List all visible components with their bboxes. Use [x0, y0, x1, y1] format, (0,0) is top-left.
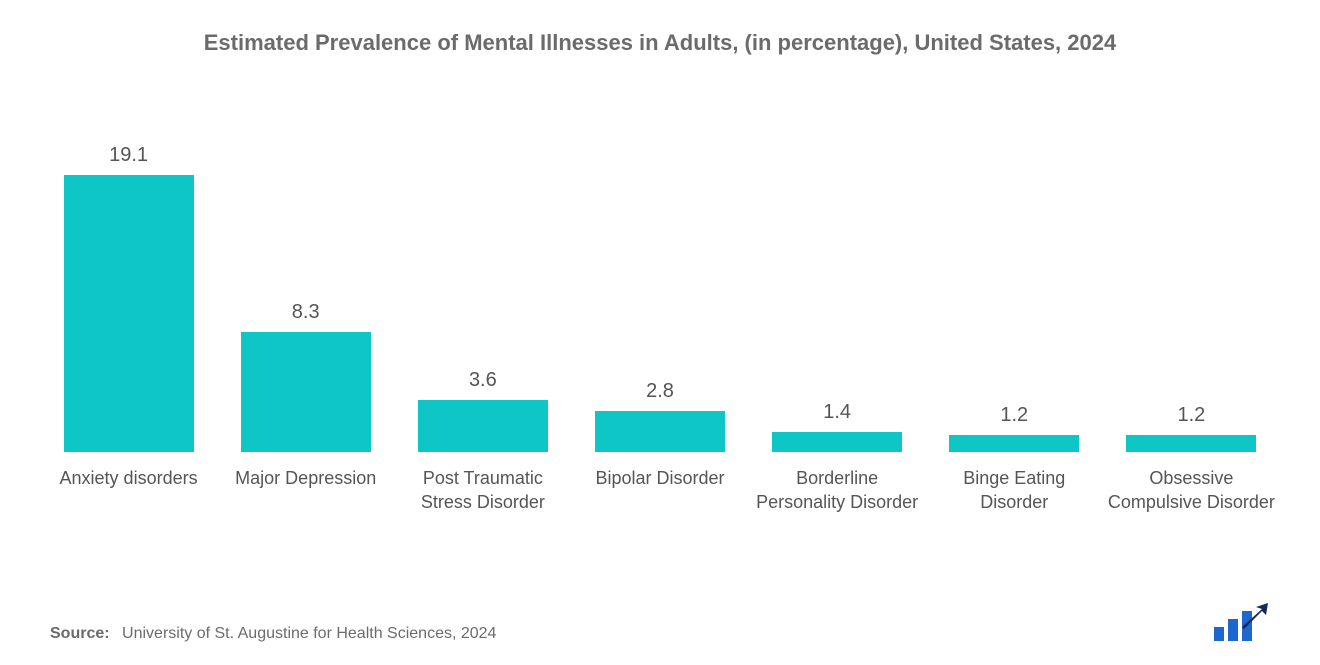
bar-value-label: 8.3 — [292, 301, 320, 324]
brand-logo — [1212, 603, 1270, 643]
bar-value-label: 1.4 — [823, 401, 851, 424]
bar-value-label: 19.1 — [109, 144, 148, 167]
source-label: Source: — [50, 625, 110, 642]
bar-value-label: 3.6 — [469, 369, 497, 392]
bar — [772, 432, 902, 452]
bar-value-label: 1.2 — [1000, 404, 1028, 427]
bar-chart-arrow-icon — [1212, 603, 1270, 643]
bar-category-label: Bipolar Disorder — [595, 466, 724, 546]
bar-category-label: Borderline Personality Disorder — [752, 466, 922, 546]
bar — [241, 332, 371, 452]
bar-group: 8.3 Major Depression — [221, 301, 391, 546]
bar-group: 19.1 Anxiety disorders — [44, 144, 214, 546]
bar — [595, 411, 725, 452]
source-text: University of St. Augustine for Health S… — [122, 625, 496, 642]
bar-value-label: 1.2 — [1178, 404, 1206, 427]
chart-plot-area: 19.1 Anxiety disorders 8.3 Major Depression… — [40, 86, 1280, 546]
bar-group: 3.6 Post Traumatic Stress Disorder — [398, 369, 568, 546]
bar — [418, 400, 548, 452]
chart-title: Estimated Prevalence of Mental Illnesses… — [40, 30, 1280, 56]
bar-category-label: Post Traumatic Stress Disorder — [398, 466, 568, 546]
bar — [64, 175, 194, 452]
footer-row: Source: University of St. Augustine for … — [50, 603, 1270, 643]
bar-group: 1.2 Obsessive Compulsive Disorder — [1106, 404, 1276, 546]
bar-group: 1.4 Borderline Personality Disorder — [752, 401, 922, 546]
bar — [1126, 435, 1256, 452]
chart-container: Estimated Prevalence of Mental Illnesses… — [0, 0, 1320, 665]
bar-category-label: Major Depression — [235, 466, 376, 546]
bar-value-label: 2.8 — [646, 380, 674, 403]
source-citation: Source: University of St. Augustine for … — [50, 625, 496, 643]
bar-category-label: Obsessive Compulsive Disorder — [1106, 466, 1276, 546]
bar — [949, 435, 1079, 452]
bar-category-label: Binge Eating Disorder — [929, 466, 1099, 546]
bar-category-label: Anxiety disorders — [60, 466, 198, 546]
bar-group: 2.8 Bipolar Disorder — [575, 380, 745, 546]
bar-group: 1.2 Binge Eating Disorder — [929, 404, 1099, 546]
